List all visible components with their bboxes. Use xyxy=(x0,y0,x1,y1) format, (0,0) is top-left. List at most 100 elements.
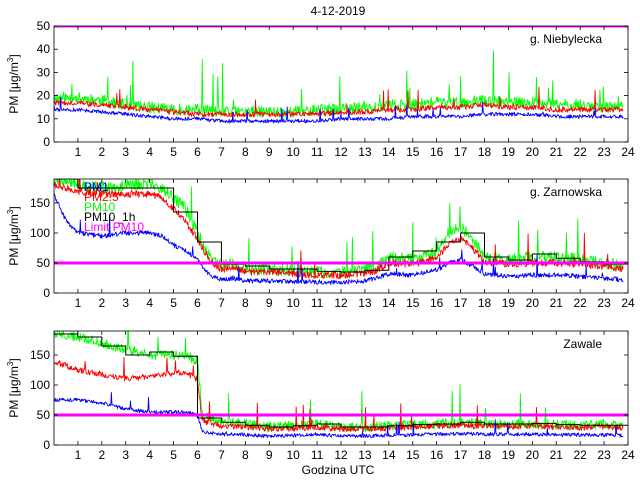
x-tick-label: 14 xyxy=(382,296,396,310)
x-tick-label: 18 xyxy=(478,296,492,310)
legend-entry-pm10: PM10 xyxy=(84,200,116,214)
x-tick-label: 5 xyxy=(170,145,177,159)
x-tick-label: 14 xyxy=(382,448,396,462)
series-pm25-line xyxy=(54,356,624,433)
x-tick-label: 22 xyxy=(573,448,587,462)
x-tick-label: 24 xyxy=(621,296,635,310)
x-tick-label: 15 xyxy=(406,296,420,310)
x-tick-label: 4 xyxy=(146,296,153,310)
x-tick-label: 11 xyxy=(311,145,324,159)
figure-title: 4-12-2019 xyxy=(311,4,366,18)
x-tick-label: 18 xyxy=(478,448,492,462)
plot-area xyxy=(54,179,628,286)
series-pm1-line xyxy=(54,192,624,286)
panel-3: 1 2 3 4 5 6 7 8 9 10 11 12 13 14 15 16 17 18 19 20 21 22 23 240… xyxy=(6,330,635,462)
series-pm25-line xyxy=(54,86,624,118)
x-tick-label: 6 xyxy=(194,145,201,159)
x-tick-label: 23 xyxy=(597,145,611,159)
y-axis-label: PM [μg/m3] xyxy=(6,206,21,265)
x-tick-label: 13 xyxy=(358,448,372,462)
x-tick-label: 11 xyxy=(311,448,324,462)
legend-entry-limit: Limit PM10 xyxy=(84,220,144,234)
x-tick-label: 13 xyxy=(358,296,372,310)
x-tick-label: 14 xyxy=(382,145,396,159)
x-tick-label: 15 xyxy=(406,145,420,159)
x-tick-label: 12 xyxy=(334,296,348,310)
x-tick-label: 16 xyxy=(430,448,444,462)
x-tick-label: 8 xyxy=(242,296,249,310)
x-tick-label: 9 xyxy=(266,145,273,159)
x-tick-label: 18 xyxy=(478,145,492,159)
series-pm1-line xyxy=(54,96,624,124)
x-tick-label: 23 xyxy=(597,448,611,462)
x-tick-label: 19 xyxy=(502,448,516,462)
y-tick-label: 100 xyxy=(30,226,50,240)
y-tick-label: 50 xyxy=(37,408,51,422)
station-name: Zawale xyxy=(563,337,602,351)
series-pm10-line xyxy=(54,50,624,119)
y-tick-label: 50 xyxy=(37,19,51,33)
x-tick-label: 6 xyxy=(194,296,201,310)
plot-area xyxy=(54,26,628,124)
x-tick-label: 7 xyxy=(218,448,225,462)
y-tick-label: 20 xyxy=(37,89,51,103)
x-tick-label: 6 xyxy=(194,448,201,462)
x-tick-label: 1 xyxy=(75,296,82,310)
x-tick-label: 3 xyxy=(122,145,129,159)
legend-entry-pm25: PM2.5 xyxy=(84,190,119,204)
x-tick-label: 24 xyxy=(621,448,635,462)
x-tick-label: 10 xyxy=(286,448,300,462)
y-axis-label: PM [μg/m3] xyxy=(6,54,21,113)
station-name: g. Zarnowska xyxy=(530,185,602,199)
x-tick-label: 19 xyxy=(502,145,516,159)
x-tick-label: 8 xyxy=(242,145,249,159)
x-tick-label: 3 xyxy=(122,448,129,462)
y-tick-label: 100 xyxy=(30,378,50,392)
x-tick-label: 22 xyxy=(573,296,587,310)
x-tick-label: 10 xyxy=(286,145,300,159)
x-tick-label: 23 xyxy=(597,296,611,310)
x-tick-label: 1 xyxy=(75,145,82,159)
panel-2: 1 2 3 4 5 6 7 8 9 10 11 12 13 14 15 16 17 18 19 20 21 22 23 240… xyxy=(6,178,635,310)
x-tick-label: 21 xyxy=(550,296,564,310)
y-tick-label: 30 xyxy=(37,65,51,79)
x-tick-label: 8 xyxy=(242,448,249,462)
x-tick-label: 2 xyxy=(98,448,105,462)
series-pm25-line xyxy=(54,179,624,280)
x-axis-label: Godzina UTC xyxy=(302,463,375,477)
x-tick-label: 13 xyxy=(358,145,372,159)
y-tick-label: 0 xyxy=(43,286,50,300)
x-tick-label: 16 xyxy=(430,296,444,310)
y-tick-label: 0 xyxy=(43,438,50,452)
series-pm1-line xyxy=(54,392,624,439)
x-tick-label: 22 xyxy=(573,145,587,159)
x-tick-label: 7 xyxy=(218,145,225,159)
x-tick-label: 4 xyxy=(146,145,153,159)
panels-container: 1 2 3 4 5 6 7 8 9 10 11 12 13 14 15 16 17 18 19 20 21 22 23 240… xyxy=(6,19,635,462)
y-tick-label: 50 xyxy=(37,256,51,270)
y-tick-label: 150 xyxy=(30,196,50,210)
x-tick-label: 20 xyxy=(526,296,540,310)
x-tick-label: 7 xyxy=(218,296,225,310)
y-tick-label: 10 xyxy=(37,112,51,126)
x-tick-label: 17 xyxy=(454,145,468,159)
x-tick-label: 21 xyxy=(550,145,564,159)
x-tick-label: 11 xyxy=(311,296,324,310)
x-tick-label: 17 xyxy=(454,448,468,462)
x-tick-label: 4 xyxy=(146,448,153,462)
x-tick-label: 12 xyxy=(334,145,348,159)
x-tick-label: 19 xyxy=(502,296,516,310)
x-tick-label: 1 xyxy=(75,448,82,462)
x-tick-label: 15 xyxy=(406,448,420,462)
series-pm10_1h-line xyxy=(54,333,628,428)
x-tick-label: 24 xyxy=(621,145,635,159)
y-tick-label: 0 xyxy=(43,135,50,149)
x-tick-label: 9 xyxy=(266,448,273,462)
x-tick-label: 2 xyxy=(98,145,105,159)
station-name: g. Niebylecka xyxy=(530,32,602,46)
x-tick-label: 3 xyxy=(122,296,129,310)
legend-entry-pm1: PM1 xyxy=(84,180,109,194)
x-tick-label: 12 xyxy=(334,448,348,462)
